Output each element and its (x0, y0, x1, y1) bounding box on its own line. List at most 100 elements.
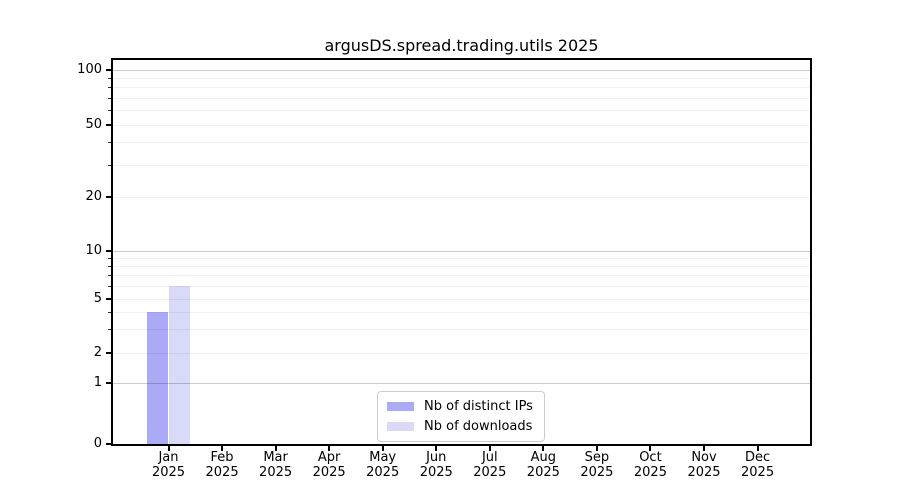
x-tick-month: Dec (744, 450, 771, 465)
x-tick-year: 2025 (419, 465, 453, 480)
x-tick-label-oct: Oct 2025 (618, 450, 682, 480)
legend-item-distinct-ips: Nb of distinct IPs (387, 398, 533, 414)
y-minor-tick-80 (108, 87, 111, 89)
x-tick-year: 2025 (633, 465, 667, 480)
gridline-minor-70 (113, 97, 810, 99)
y-minor-tick-70 (108, 97, 111, 99)
gridline-minor-40 (113, 142, 810, 144)
chart-title: argusDS.spread.trading.utils 2025 (324, 36, 599, 55)
legend-swatch-distinct-ips (387, 401, 414, 411)
x-tick-label-may: May 2025 (351, 450, 415, 480)
plot-area (111, 58, 812, 446)
gridline-major-1 (113, 382, 810, 384)
y-tick-2 (106, 352, 111, 354)
legend-swatch-downloads (387, 421, 414, 431)
gridline-minor-2 (113, 352, 810, 354)
y-tick-0 (106, 443, 111, 445)
x-tick-year: 2025 (473, 465, 507, 480)
x-tick-oct (649, 446, 652, 451)
y-tick-10 (106, 250, 111, 252)
x-tick-year: 2025 (526, 465, 560, 480)
y-minor-tick-8 (108, 265, 111, 267)
x-tick-month: Jun (426, 450, 447, 465)
x-tick-month: Mar (263, 450, 288, 465)
y-tick-50 (106, 124, 111, 126)
x-tick-month: Sep (584, 450, 610, 465)
x-tick-jul (488, 446, 491, 451)
y-tick-label-10: 10 (85, 243, 102, 258)
y-minor-tick-60 (108, 110, 111, 112)
bar-distinct-ips-jan (147, 312, 169, 444)
gridline-minor-4 (113, 311, 810, 313)
x-tick-label-jul: Jul 2025 (458, 450, 522, 480)
x-tick-year: 2025 (259, 465, 293, 480)
y-minor-tick-4 (108, 311, 111, 313)
x-tick-month: Aug (530, 450, 557, 465)
x-tick-may (381, 446, 384, 451)
x-tick-year: 2025 (205, 465, 239, 480)
x-tick-year: 2025 (741, 465, 775, 480)
y-tick-label-1: 1 (93, 375, 102, 390)
y-tick-5 (106, 298, 111, 300)
gridline-minor-9 (113, 257, 810, 259)
gridline-minor-20 (113, 196, 810, 198)
x-tick-year: 2025 (580, 465, 614, 480)
gridline-minor-80 (113, 87, 810, 89)
x-tick-year: 2025 (312, 465, 346, 480)
gridline-minor-8 (113, 265, 810, 267)
x-tick-label-jan: Jan 2025 (137, 450, 201, 480)
legend-label-distinct-ips: Nb of distinct IPs (424, 398, 533, 414)
y-tick-label-50: 50 (85, 117, 102, 132)
x-tick-label-feb: Feb 2025 (190, 450, 254, 480)
y-tick-label-100: 100 (77, 62, 102, 77)
gridline-major-10 (113, 250, 810, 252)
x-tick-month: Oct (639, 450, 662, 465)
x-tick-month: May (369, 450, 397, 465)
y-minor-tick-7 (108, 275, 111, 277)
legend: Nb of distinct IPs Nb of downloads (377, 391, 545, 442)
y-minor-tick-90 (108, 77, 111, 79)
y-minor-tick-30 (108, 164, 111, 166)
x-tick-year: 2025 (366, 465, 400, 480)
y-minor-tick-9 (108, 257, 111, 259)
x-tick-jan (167, 446, 170, 451)
legend-label-downloads: Nb of downloads (424, 418, 533, 434)
bar-downloads-jan (168, 286, 190, 444)
x-tick-month: Apr (317, 450, 341, 465)
gridline-minor-60 (113, 110, 810, 112)
x-tick-dec (756, 446, 759, 451)
y-minor-tick-6 (108, 285, 111, 287)
legend-item-downloads: Nb of downloads (387, 418, 533, 434)
x-tick-year: 2025 (687, 465, 721, 480)
x-tick-month: Jan (158, 450, 179, 465)
gridline-minor-5 (113, 298, 810, 300)
x-tick-nov (703, 446, 705, 451)
x-tick-month: Nov (691, 450, 717, 465)
gridline-minor-7 (113, 275, 810, 277)
x-tick-year: 2025 (151, 465, 186, 480)
y-minor-tick-40 (108, 142, 111, 144)
y-tick-20 (106, 196, 111, 198)
y-tick-label-2: 2 (93, 345, 102, 360)
x-tick-apr (328, 446, 331, 451)
y-tick-label-20: 20 (85, 189, 102, 204)
gridline-major-100 (113, 69, 810, 71)
x-tick-mar (274, 446, 277, 451)
gridline-minor-3 (113, 328, 810, 330)
gridline-minor-50 (113, 124, 810, 126)
x-tick-aug (542, 446, 545, 451)
y-minor-tick-3 (108, 328, 111, 330)
y-tick-label-0: 0 (93, 436, 102, 451)
x-tick-label-dec: Dec 2025 (726, 450, 790, 480)
gridline-minor-90 (113, 77, 810, 79)
x-tick-month: Feb (210, 450, 234, 465)
y-tick-label-5: 5 (93, 291, 102, 306)
x-tick-label-mar: Mar 2025 (244, 450, 308, 480)
x-tick-label-apr: Apr 2025 (297, 450, 361, 480)
x-tick-label-jun: Jun 2025 (404, 450, 468, 480)
x-tick-month: Jul (481, 450, 498, 465)
y-tick-100 (106, 69, 111, 71)
x-tick-sep (595, 446, 598, 451)
gridline-minor-30 (113, 164, 810, 166)
